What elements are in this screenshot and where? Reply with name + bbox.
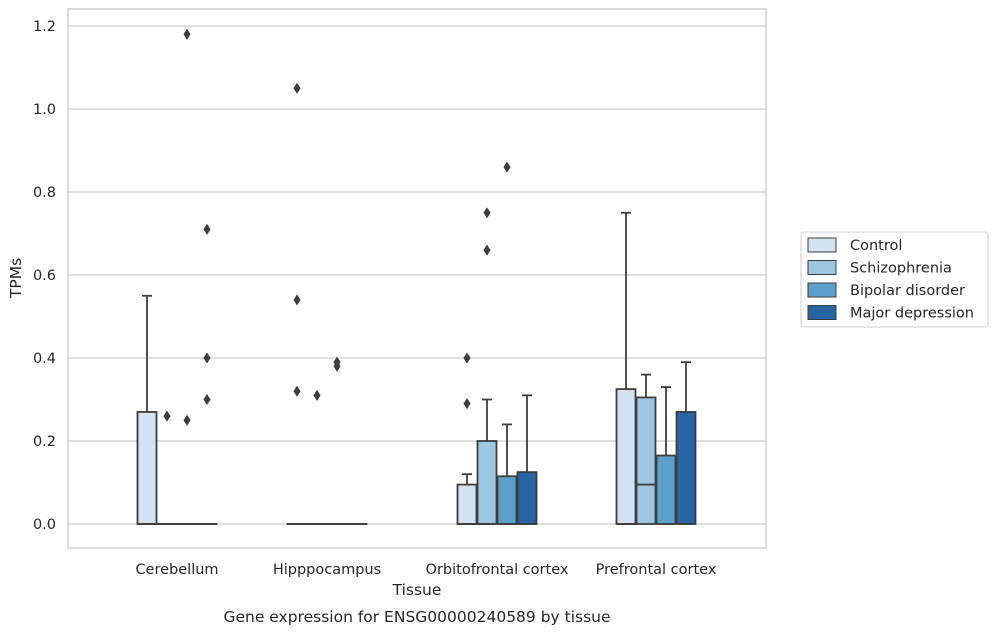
box [138,412,157,524]
box [518,472,537,524]
y-axis-ticks: 0.0 0.2 0.4 0.6 0.8 1.0 1.2 [33,19,56,533]
y-tick-label: 1.2 [33,19,56,35]
y-tick-label: 0.0 [33,517,56,533]
gridlines [68,26,766,524]
legend-swatch [808,306,836,320]
x-axis-label: Tissue [392,581,442,599]
box [637,397,656,524]
outlier-point [294,386,300,396]
box-control [617,213,636,524]
box-bipolar-disorder [498,424,517,524]
outlier-point [314,390,320,400]
box-schizophrenia [637,375,656,524]
box-bipolar-disorder [657,387,676,524]
outlier-point [504,162,510,172]
box [677,412,696,524]
outlier-point [484,208,490,218]
outlier-point [484,245,490,255]
box [657,456,676,524]
outlier-point [204,395,210,405]
outlier-point [464,399,470,409]
box-control [138,296,157,524]
outlier-point [184,29,190,39]
outlier-point [164,411,170,421]
outlier-point [464,353,470,363]
x-tick-label: Hipppocampus [273,562,381,578]
box [458,485,477,524]
y-tick-label: 0.4 [33,351,56,367]
legend-swatch [808,283,836,297]
box-major-depression [518,395,537,524]
outlier-marks [164,29,510,425]
legend-label: Bipolar disorder [850,283,965,299]
box [617,389,636,524]
x-tick-label: Orbitofrontal cortex [426,562,569,578]
outlier-point [204,224,210,234]
y-tick-label: 0.8 [33,185,56,201]
legend-swatch [808,238,836,252]
legend-swatch [808,261,836,275]
y-tick-label: 0.6 [33,268,56,284]
figure-caption: Gene expression for ENSG00000240589 by t… [223,608,610,626]
x-axis-ticks: Cerebellum Hipppocampus Orbitofrontal cort… [135,562,716,578]
legend-label: Control [850,238,902,254]
box [498,476,517,524]
outlier-point [204,353,210,363]
x-tick-label: Prefrontal cortex [596,562,717,578]
y-tick-label: 1.0 [33,102,56,118]
box-major-depression [677,362,696,524]
x-tick-label: Cerebellum [135,562,218,578]
legend-label: Schizophrenia [850,261,952,277]
box-schizophrenia [478,400,497,525]
legend-label: Major depression [850,306,974,322]
legend: Control Schizophrenia Bipolar disorder Majo… [801,232,988,327]
outlier-point [294,83,300,93]
outlier-point [294,295,300,305]
box-plot-marks [138,213,696,524]
outlier-point [184,415,190,425]
box-control [458,474,477,524]
y-tick-label: 0.2 [33,434,56,450]
box [478,441,497,524]
y-axis-label: TPMs [7,258,25,299]
